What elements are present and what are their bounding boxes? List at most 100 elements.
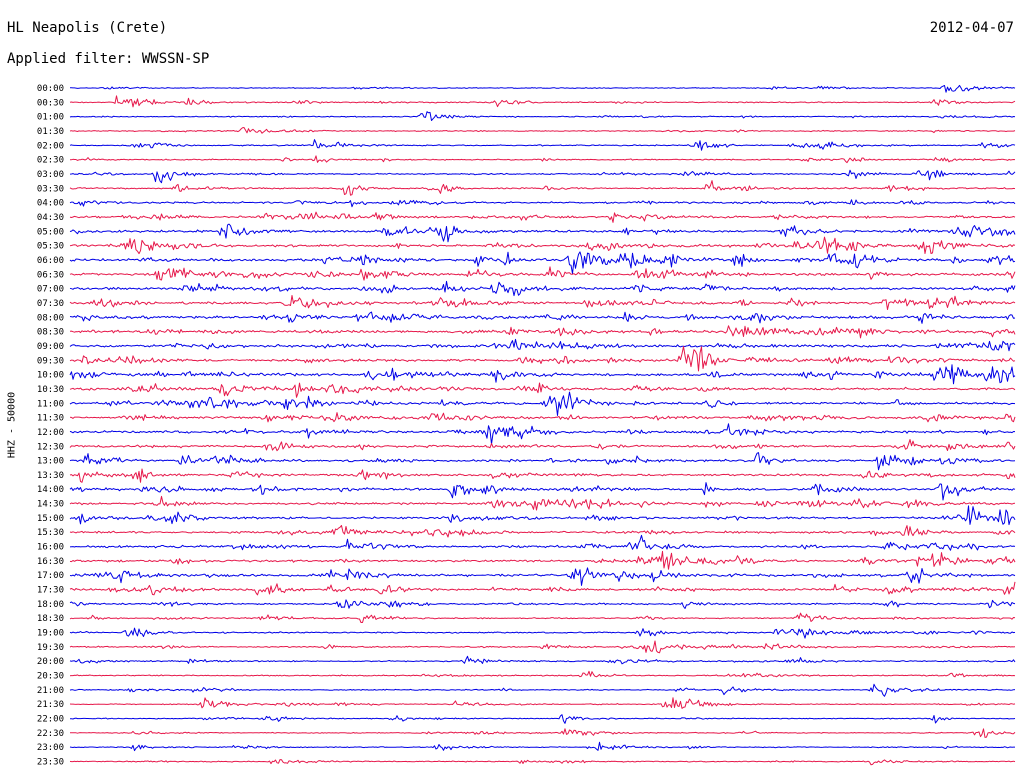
trace-2330 <box>69 759 1016 766</box>
time-label-0730: 07:30 <box>37 299 64 309</box>
time-label-2100: 21:00 <box>37 686 64 696</box>
trace-0700 <box>69 280 1016 297</box>
trace-0530 <box>69 236 1016 255</box>
time-label-0930: 09:30 <box>37 356 64 366</box>
trace-0100 <box>69 111 1016 121</box>
trace-1600 <box>69 534 1016 551</box>
time-label-0900: 09:00 <box>37 342 64 352</box>
time-label-0330: 03:30 <box>37 184 64 194</box>
time-label-1500: 15:00 <box>37 514 64 524</box>
seismic-traces <box>69 84 1016 766</box>
time-label-1730: 17:30 <box>37 586 64 596</box>
time-label-0530: 05:30 <box>37 242 64 252</box>
time-labels: 00:00 00:30 01:00 01:30 02:00 02:30 03:00 03:30… <box>37 84 64 768</box>
time-label-1000: 10:00 <box>37 371 64 381</box>
time-label-1200: 12:00 <box>37 428 64 438</box>
time-label-2300: 23:00 <box>37 743 64 753</box>
time-label-2130: 21:30 <box>37 700 64 710</box>
date-label: 2012-04-07 <box>929 20 1014 36</box>
trace-1500 <box>69 505 1016 526</box>
time-label-2000: 20:00 <box>37 657 64 667</box>
trace-0030 <box>69 95 1016 108</box>
time-label-0300: 03:00 <box>37 170 64 180</box>
time-label-0230: 02:30 <box>37 156 64 166</box>
filter-label: Applied filter: WWSSN-SP <box>7 51 210 67</box>
trace-1200 <box>69 423 1016 445</box>
trace-0230 <box>70 155 1016 164</box>
trace-2030 <box>69 670 1016 678</box>
trace-1130 <box>69 412 1016 423</box>
time-label-0000: 00:00 <box>37 84 64 94</box>
time-label-0200: 02:00 <box>37 141 64 151</box>
trace-1700 <box>69 567 1016 586</box>
station-title: HL Neapolis (Crete) <box>7 20 168 36</box>
trace-1900 <box>69 627 1016 639</box>
time-label-2030: 20:30 <box>37 672 64 682</box>
trace-0500 <box>69 223 1016 243</box>
time-label-1800: 18:00 <box>37 600 64 610</box>
trace-2300 <box>69 741 1015 752</box>
trace-1630 <box>69 550 1016 570</box>
trace-1300 <box>69 452 1016 471</box>
trace-1400 <box>69 482 1016 501</box>
time-label-0500: 05:00 <box>37 227 64 237</box>
time-label-0630: 06:30 <box>37 270 64 280</box>
time-label-0800: 08:00 <box>37 313 64 323</box>
time-label-0400: 04:00 <box>37 199 64 209</box>
trace-0130 <box>69 127 1016 134</box>
trace-0630 <box>69 266 1016 281</box>
time-label-1930: 19:30 <box>37 643 64 653</box>
time-label-0700: 07:00 <box>37 285 64 295</box>
time-label-0030: 00:30 <box>37 98 64 108</box>
time-label-1230: 12:30 <box>37 442 64 452</box>
time-label-1400: 14:00 <box>37 485 64 495</box>
trace-1100 <box>69 391 1016 416</box>
trace-1230 <box>69 439 1016 452</box>
time-label-0430: 04:30 <box>37 213 64 223</box>
trace-0800 <box>69 311 1016 324</box>
time-label-1100: 11:00 <box>37 399 64 409</box>
time-label-1830: 18:30 <box>37 614 64 624</box>
time-label-1330: 13:30 <box>37 471 64 481</box>
trace-0300 <box>69 169 1016 184</box>
trace-0830 <box>69 325 1016 339</box>
trace-0330 <box>69 180 1016 196</box>
time-label-1530: 15:30 <box>37 528 64 538</box>
trace-0900 <box>69 338 1016 352</box>
trace-1330 <box>69 468 1016 483</box>
trace-0600 <box>69 251 1016 275</box>
time-label-1600: 16:00 <box>37 543 64 553</box>
trace-0730 <box>69 295 1016 310</box>
trace-1430 <box>69 495 1016 511</box>
trace-1800 <box>69 599 1016 609</box>
trace-2200 <box>69 714 1016 724</box>
trace-2100 <box>69 683 1016 697</box>
trace-0930 <box>69 346 1016 372</box>
trace-1030 <box>69 382 1016 398</box>
time-label-0830: 08:30 <box>37 328 64 338</box>
time-label-1030: 10:30 <box>37 385 64 395</box>
trace-0200 <box>69 139 1016 151</box>
time-label-1130: 11:30 <box>37 414 64 424</box>
time-label-1700: 17:00 <box>37 571 64 581</box>
trace-2130 <box>69 697 1016 709</box>
trace-0400 <box>69 199 1016 208</box>
time-label-1630: 16:30 <box>37 557 64 567</box>
trace-2230 <box>70 728 1016 738</box>
trace-0430 <box>69 211 1016 223</box>
time-label-1300: 13:00 <box>37 457 64 467</box>
trace-0000 <box>69 84 1016 93</box>
time-label-2200: 22:00 <box>37 715 64 725</box>
trace-1830 <box>69 612 1016 623</box>
trace-1530 <box>69 525 1016 538</box>
trace-1930 <box>69 640 1016 654</box>
trace-2000 <box>69 655 1016 665</box>
trace-1000 <box>69 364 1016 385</box>
time-label-2330: 23:30 <box>37 758 64 768</box>
time-label-1430: 14:30 <box>37 500 64 510</box>
time-label-0100: 01:00 <box>37 113 64 123</box>
time-label-1900: 19:00 <box>37 629 64 639</box>
time-label-2230: 22:30 <box>37 729 64 739</box>
time-label-0130: 01:30 <box>37 127 64 137</box>
